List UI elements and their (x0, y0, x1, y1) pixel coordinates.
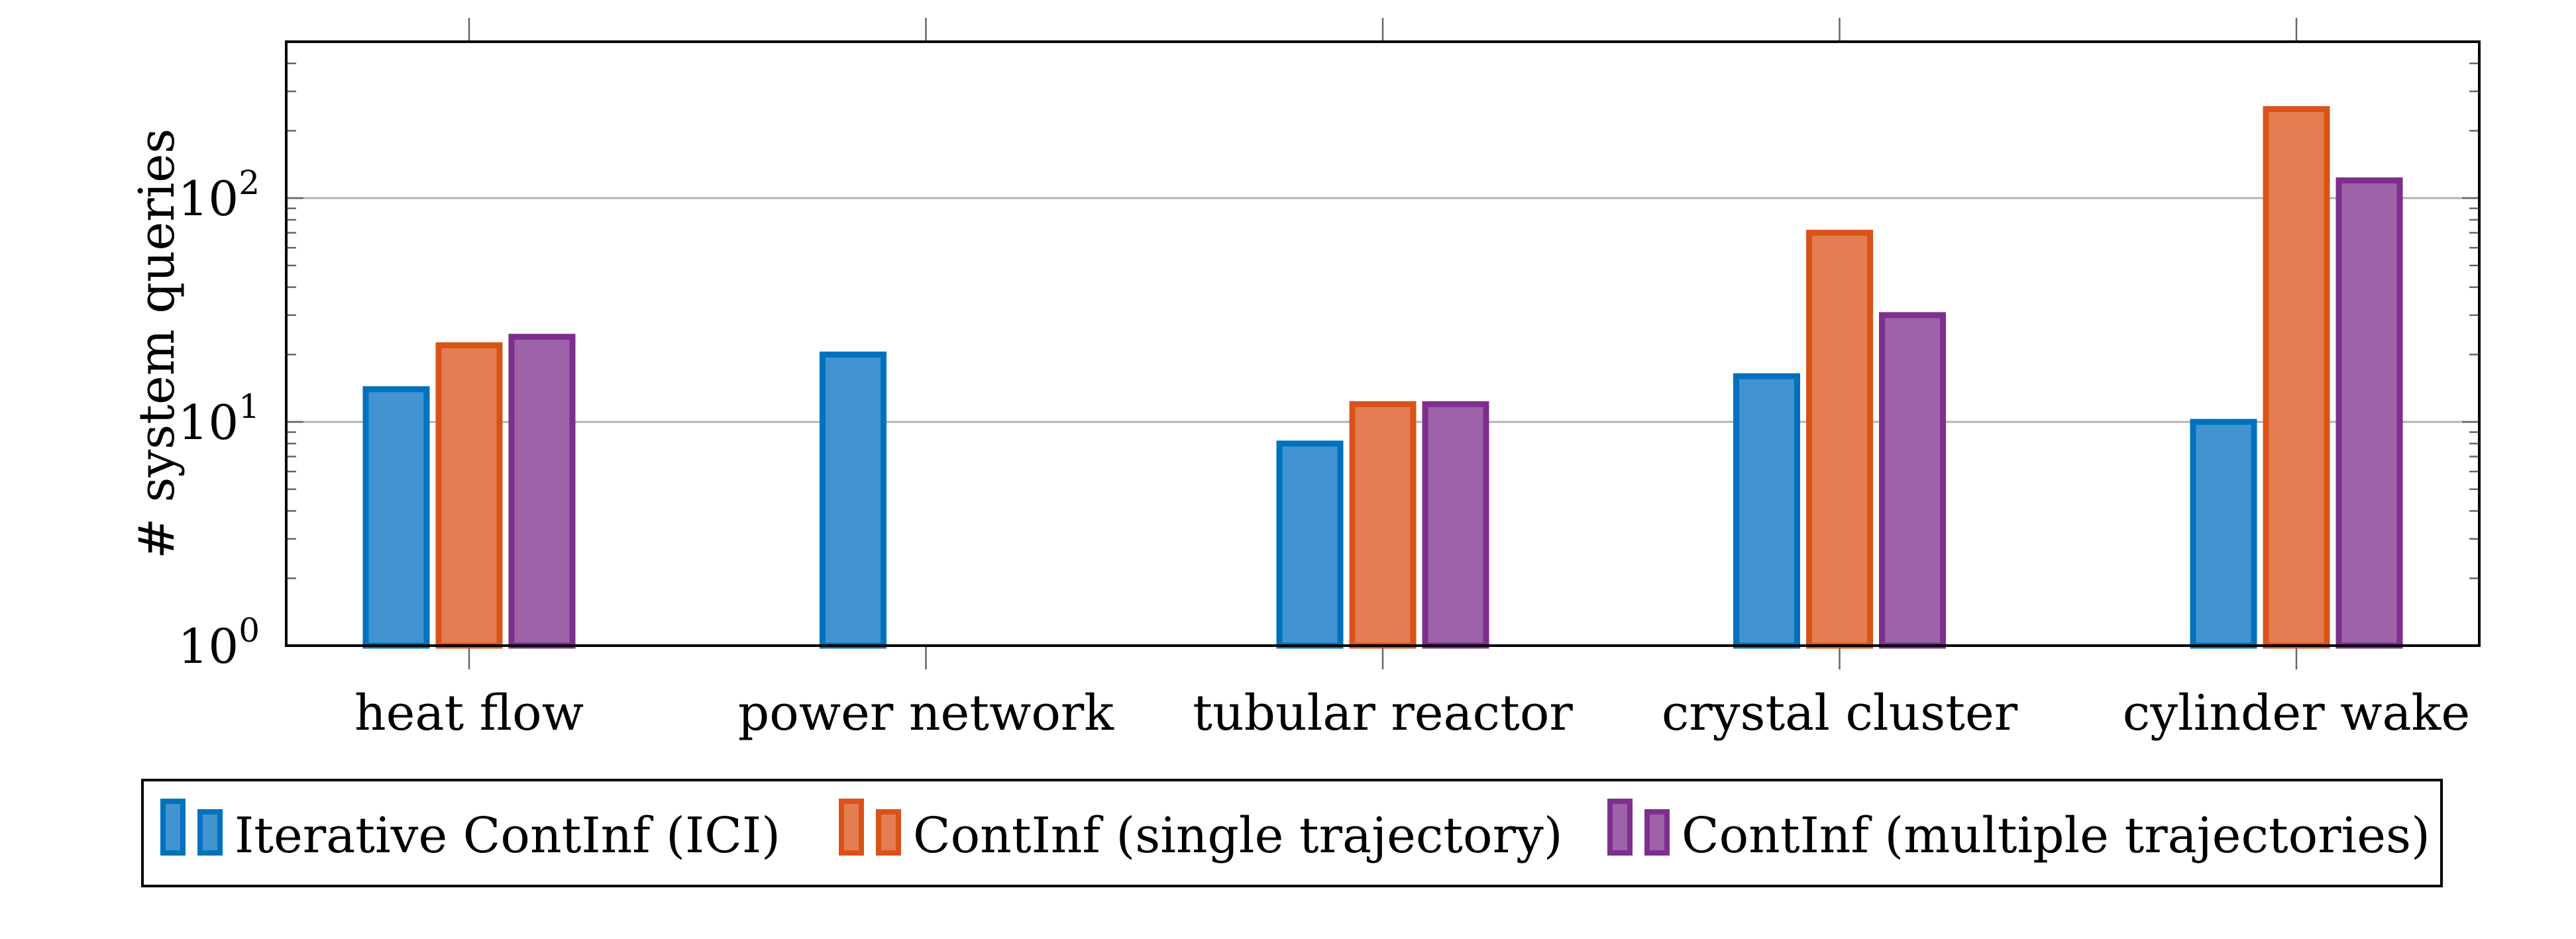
legend-swatch (1607, 799, 1670, 856)
legend-label: Iterative ContInf (ICI) (235, 807, 780, 864)
x-category-label: tubular reactor (1193, 685, 1573, 742)
legend-label: ContInf (single trajectory) (913, 807, 1563, 864)
y-tick-base: 10 (178, 618, 239, 674)
bar (1422, 401, 1489, 649)
legend-label: ContInf (multiple trajectories) (1682, 807, 2430, 864)
bar (1733, 373, 1800, 649)
axis-frame (285, 40, 2481, 647)
legend-swatch-bar (876, 809, 901, 856)
legend: Iterative ContInf (ICI) ContInf (single t… (141, 779, 2443, 887)
y-tick-label: 102 (178, 164, 260, 226)
bar (508, 334, 576, 649)
y-tick-base: 10 (178, 395, 239, 450)
legend-swatch-bar (1607, 799, 1633, 856)
legend-swatch-bar (160, 799, 186, 856)
y-tick-exponent: 0 (239, 611, 260, 650)
y-tick-exponent: 2 (239, 164, 260, 202)
y-tick-label: 100 (178, 611, 260, 674)
x-category-label: crystal cluster (1662, 685, 2018, 742)
bar (1349, 401, 1417, 649)
x-category-labels: heat flow power network tubular reactor cry… (354, 685, 2470, 742)
y-tick-exponent: 1 (239, 387, 260, 426)
x-category-label: power network (738, 685, 1114, 742)
bar (362, 386, 430, 649)
y-axis-label: # system queries (129, 128, 186, 559)
bar (1276, 440, 1344, 649)
y-tick-base: 10 (178, 171, 239, 226)
grid-lines (286, 197, 2479, 423)
bar (435, 342, 503, 649)
legend-box (141, 779, 2443, 887)
bar (2263, 106, 2330, 649)
bar (1806, 230, 1873, 649)
y-tick-label: 101 (178, 387, 260, 450)
x-category-label: cylinder wake (2123, 685, 2470, 742)
legend-swatch-bar (839, 799, 864, 856)
bar (2335, 177, 2403, 649)
bar (820, 351, 886, 649)
x-category-label: heat flow (354, 685, 584, 742)
bar (2190, 419, 2257, 649)
bar (1879, 312, 1946, 649)
legend-swatch (160, 799, 223, 856)
legend-swatch-bar (197, 809, 223, 856)
legend-swatch (839, 799, 901, 856)
legend-swatch-bar (1644, 809, 1670, 856)
bars (362, 106, 2403, 649)
